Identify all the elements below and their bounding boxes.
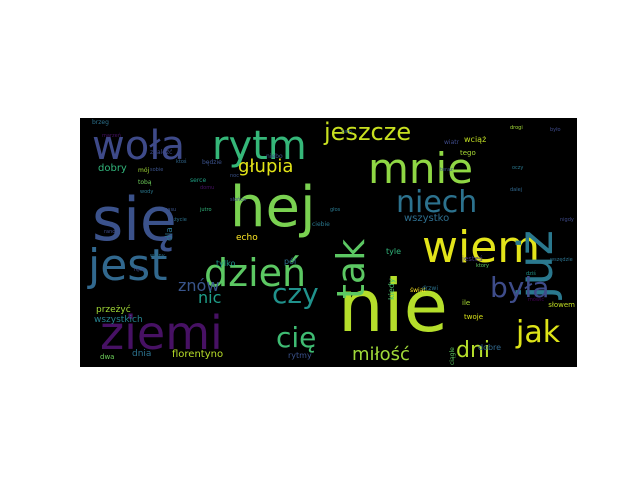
cloud-word: jeszcze [324,118,412,146]
cloud-word: wiem [422,222,541,273]
cloud-word: ziemi [100,306,223,360]
cloud-word: ciebie [312,221,330,228]
cloud-word: drzwi [422,285,438,292]
cloud-word: pól [284,257,297,266]
cloud-word: ile [462,299,471,307]
cloud-word: teraz [440,167,453,173]
cloud-word: dzień [204,251,307,295]
cloud-word: było [550,127,561,133]
cloud-word: rano [104,229,116,235]
cloud-word: tylko [216,259,236,268]
cloud-word: tego [460,149,476,157]
cloud-word: echo [236,233,258,243]
cloud-word: nigdy [560,217,574,223]
cloud-word: słońca [230,197,247,203]
cloud-word: się [92,185,177,255]
cloud-word: cię [276,321,317,354]
cloud-word: wolny [150,253,165,259]
cloud-word: czy [272,277,319,310]
cloud-word: znów [178,276,220,295]
cloud-word: jutro [200,207,212,213]
cloud-word: jest [88,240,168,291]
cloud-word: będzie [202,159,222,166]
cloud-word: ciągle [449,347,456,365]
cloud-word: dnia [132,349,152,359]
cloud-word: dobry [98,163,127,174]
cloud-word: mówić [528,297,545,303]
cloud-word: znaleźć [150,149,173,156]
cloud-word: domu [200,185,215,191]
cloud-word: ktory [476,263,489,269]
cloud-word: świat [410,287,426,294]
cloud-word: wszędzie [550,257,573,263]
cloud-word: przeżyć [96,305,131,315]
cloud-word: głupia [238,156,294,177]
cloud-word: wody [140,189,154,195]
cloud-word: życie [174,217,187,223]
cloud-word: dla [165,227,175,241]
cloud-word: dobre [478,343,502,352]
cloud-word: florentyno [172,349,224,360]
cloud-word: dalej [510,187,523,193]
cloud-word: drogi [510,125,523,131]
cloud-word: nie [338,264,448,348]
word-cloud: się hej nie wiem mnie już tak jest dzień ziemi woł… [80,118,577,367]
cloud-word: noc [230,173,239,179]
cloud-word: dziś [526,271,536,277]
cloud-word: dni [456,338,491,363]
cloud-word: brzeg [92,119,109,126]
cloud-word: dwa [100,353,115,361]
cloud-word: tam [342,129,352,135]
cloud-word: twoje [464,313,484,321]
cloud-word: czasu [162,207,177,213]
cloud-word: miłość [352,344,410,365]
cloud-word: wszystkich [94,315,143,325]
cloud-word: tobą [138,179,152,186]
cloud-word: mnie [368,144,474,193]
cloud-word: niech [396,185,478,220]
cloud-word: sobie [150,167,164,173]
cloud-word: wszystko [404,213,450,224]
cloud-word: wiatr [444,139,460,146]
cloud-word: hej [230,175,316,240]
cloud-word: niebo [266,153,283,160]
cloud-word: kiedy [387,278,396,300]
cloud-word: oczy [512,165,524,171]
cloud-word: wciąż [464,135,487,144]
cloud-word: słowem [548,301,575,309]
cloud-word: mój [138,167,150,174]
cloud-word: serce [190,177,207,184]
cloud-word: głos [330,207,341,213]
cloud-word: ktoś [176,159,187,165]
cloud-word: była [490,271,550,304]
cloud-word: marzeń [102,133,121,139]
cloud-word: rytmy [288,351,312,360]
cloud-word: woła [92,123,186,169]
cloud-word: tak [329,238,373,299]
cloud-word: ręce [134,267,145,273]
cloud-word: nic [198,288,222,307]
cloud-word: rytm [212,123,307,169]
cloud-word: jak [516,315,561,350]
cloud-word: jesteś [462,255,483,263]
cloud-word: tyle [386,247,402,256]
